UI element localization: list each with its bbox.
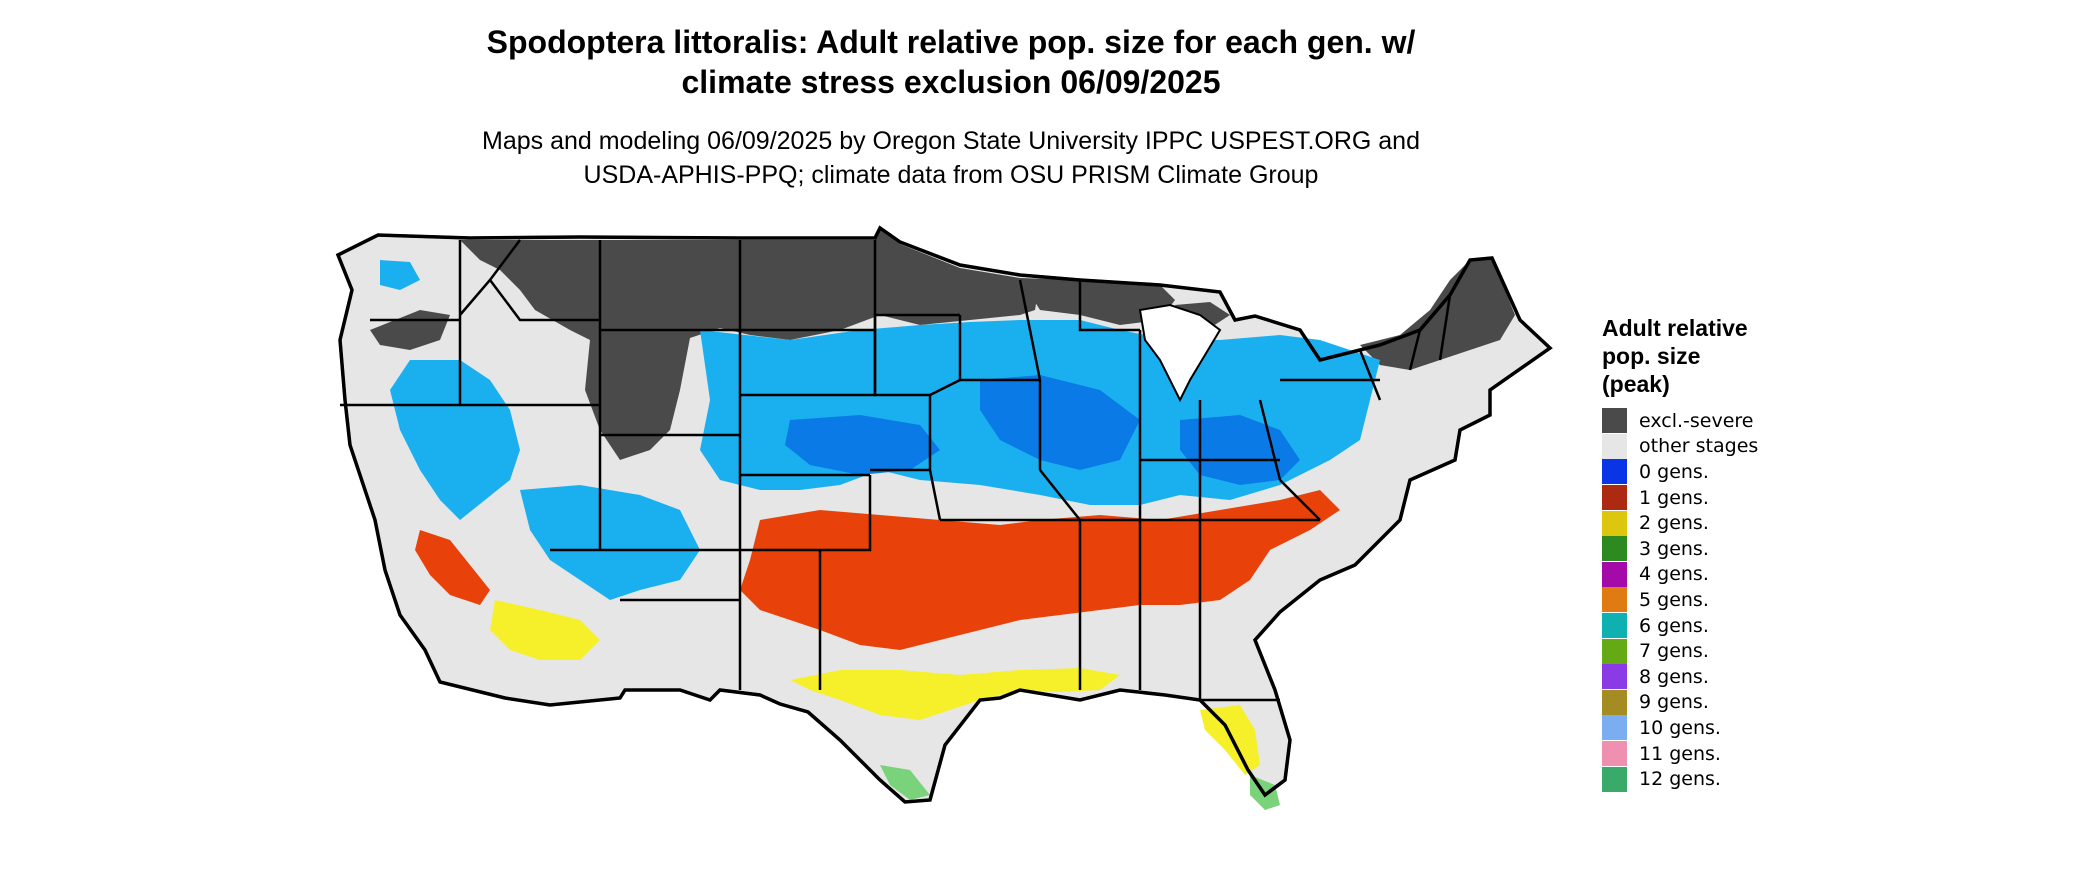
- mid-blue-kansas: [785, 415, 940, 475]
- map-title-line-1: Spodoptera littoralis: Adult relative po…: [486, 24, 1416, 60]
- legend-swatch: [1602, 689, 1627, 715]
- legend-label: 3 gens.: [1639, 537, 1709, 560]
- legend-label: 2 gens.: [1639, 512, 1709, 535]
- legend-swatch: [1602, 485, 1627, 511]
- legend-label: 10 gens.: [1639, 716, 1721, 739]
- legend-swatch: [1602, 664, 1627, 690]
- legend-title: Adult relative pop. size (peak): [1602, 314, 1842, 398]
- light-blue-west: [390, 360, 520, 520]
- legend-label: 12 gens.: [1639, 768, 1721, 791]
- legend-title-line-1: Adult relative: [1602, 315, 1748, 341]
- excluded-region-north: [460, 230, 1040, 450]
- red-orange-california: [415, 530, 490, 605]
- legend-item: 1 gens.: [1602, 485, 1842, 511]
- legend-item: 8 gens.: [1602, 664, 1842, 690]
- light-blue-southwest: [520, 485, 700, 600]
- excluded-region-wisconsin: [1020, 278, 1175, 325]
- great-lakes: [1138, 303, 1222, 403]
- excluded-region-michigan: [1175, 302, 1230, 328]
- state-borders: [340, 239, 1452, 702]
- legend-item: 3 gens.: [1602, 536, 1842, 562]
- legend-swatch: [1602, 587, 1627, 613]
- legend-swatch: [1602, 561, 1627, 587]
- legend-item: 4 gens.: [1602, 561, 1842, 588]
- legend-item: 0 gens.: [1602, 459, 1842, 485]
- legend-swatch: [1602, 536, 1627, 562]
- legend-label: 6 gens.: [1639, 614, 1709, 637]
- red-orange-south: [740, 490, 1340, 650]
- legend-label: excl.-severe: [1639, 409, 1754, 432]
- legend-swatch: [1602, 510, 1627, 536]
- legend-swatch: [1602, 459, 1627, 485]
- legend-item: 10 gens.: [1602, 715, 1842, 741]
- mid-blue-iowa: [980, 375, 1140, 470]
- us-map: [335, 225, 1553, 810]
- legend-label: 1 gens.: [1639, 486, 1709, 509]
- legend-item: other stages: [1602, 433, 1842, 460]
- yellow-arizona: [490, 600, 600, 660]
- legend-label: 7 gens.: [1639, 640, 1709, 663]
- legend-swatch: [1602, 433, 1627, 459]
- map-title-line-2: climate stress exclusion 06/09/2025: [681, 64, 1221, 100]
- legend-item: 6 gens.: [1602, 613, 1842, 639]
- legend-item: 2 gens.: [1602, 510, 1842, 536]
- excluded-region-new-england: [1360, 258, 1515, 370]
- legend-item: 11 gens.: [1602, 741, 1842, 767]
- legend-item: 5 gens.: [1602, 587, 1842, 613]
- legend-swatch: [1602, 766, 1627, 792]
- excluded-region-colorado: [585, 338, 690, 460]
- yellow-gulf-coast: [790, 668, 1120, 720]
- legend-items: excl.-severe other stages 0 gens. 1 gens. 2 …: [1602, 408, 1842, 792]
- map-title: Spodoptera littoralis: Adult relative po…: [0, 22, 1902, 102]
- legend-label: 0 gens.: [1639, 460, 1709, 483]
- legend-item: excl.-severe: [1602, 408, 1842, 434]
- map-subtitle-line-1: Maps and modeling 06/09/2025 by Oregon S…: [482, 127, 1420, 155]
- legend-swatch: [1602, 613, 1627, 639]
- legend-swatch: [1602, 638, 1627, 664]
- light-blue-pacific-northwest: [380, 260, 420, 290]
- us-outline: [335, 225, 1553, 804]
- legend-item: 12 gens.: [1602, 766, 1842, 792]
- yellow-florida: [1200, 705, 1260, 775]
- legend-item: 7 gens.: [1602, 638, 1842, 664]
- legend-swatch: [1602, 715, 1627, 741]
- legend-label: 4 gens.: [1639, 563, 1709, 586]
- legend-swatch: [1602, 741, 1627, 767]
- map-subtitle: Maps and modeling 06/09/2025 by Oregon S…: [0, 124, 1902, 192]
- legend-label: 8 gens.: [1639, 665, 1709, 688]
- legend-item: 9 gens.: [1602, 689, 1842, 716]
- map-subtitle-line-2: USDA-APHIS-PPQ; climate data from OSU PR…: [583, 161, 1319, 189]
- legend-label: other stages: [1639, 435, 1759, 458]
- legend-swatch: [1602, 408, 1627, 434]
- legend-title-line-3: (peak): [1602, 371, 1670, 397]
- mid-blue-ohio: [1180, 415, 1300, 485]
- legend-label: 11 gens.: [1639, 742, 1721, 765]
- legend-title-line-2: pop. size: [1602, 343, 1701, 369]
- green-south-texas: [880, 765, 930, 800]
- map-legend: Adult relative pop. size (peak) excl.-se…: [1602, 314, 1842, 792]
- legend-label: 5 gens.: [1639, 588, 1709, 611]
- legend-label: 9 gens.: [1639, 691, 1709, 714]
